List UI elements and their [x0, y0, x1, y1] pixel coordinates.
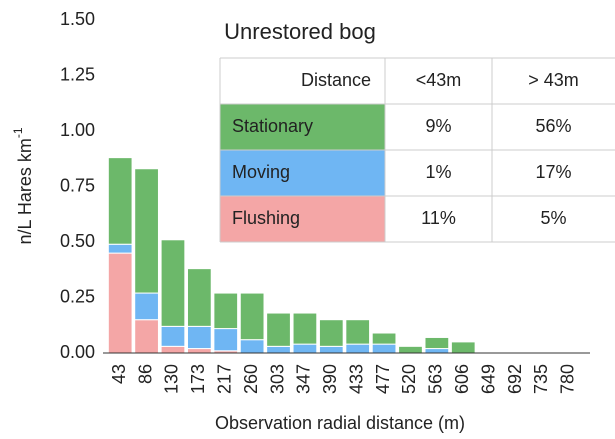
bar-segment [186, 268, 212, 327]
y-tick-label: 0.50 [60, 231, 95, 251]
table-row-label: Stationary [232, 116, 313, 136]
x-tick-label: 649 [478, 364, 498, 394]
y-tick-label: 1.50 [60, 9, 95, 29]
x-axis-title: Observation radial distance (m) [215, 413, 465, 433]
x-tick-label: 606 [452, 364, 472, 394]
x-tick-label: 43 [109, 364, 129, 384]
table-cell: 1% [425, 162, 451, 182]
bar-segment [186, 348, 212, 354]
table-row-swatch [220, 104, 385, 150]
bar-segment [450, 341, 476, 354]
x-tick-label: 692 [505, 364, 525, 394]
y-axis-title: n/L Hares km-1 [11, 127, 35, 244]
table-cell: 5% [540, 208, 566, 228]
bar-segment [134, 319, 159, 354]
bar-segment [266, 345, 291, 354]
bar-segment [292, 343, 318, 354]
bar-segment [160, 325, 186, 347]
x-tick-label: 86 [135, 364, 155, 384]
x-tick-label: 303 [267, 364, 287, 394]
bar-segment [160, 239, 186, 327]
bar-segment [239, 339, 265, 354]
table-row-label: Moving [232, 162, 290, 182]
bar-segment [318, 345, 344, 354]
x-tick-label: 780 [558, 364, 578, 394]
bar-segment [107, 243, 133, 254]
y-tick-label: 0.75 [60, 175, 95, 195]
table-row-swatch [220, 150, 385, 196]
bar-segment [134, 168, 159, 294]
bar-segment [239, 292, 265, 341]
x-tick-label: 735 [531, 364, 551, 394]
x-tick-label: 130 [162, 364, 182, 394]
chart-title: Unrestored bog [224, 19, 376, 44]
y-tick-label: 1.00 [60, 120, 95, 140]
bar-segment [213, 292, 239, 330]
bar-segment [160, 345, 186, 354]
y-axis-title-main: n/L Hares km [15, 138, 35, 244]
bar-segment [266, 312, 291, 347]
x-tick-label: 477 [373, 364, 393, 394]
table-header: Distance [301, 70, 371, 90]
x-tick-label: 390 [320, 364, 340, 394]
table-cell: 17% [535, 162, 571, 182]
x-tick-label: 260 [241, 364, 261, 394]
bar-segment [345, 319, 371, 345]
bar-segment [134, 292, 159, 321]
bar-segment [424, 348, 450, 354]
y-tick-label: 0.00 [60, 342, 95, 362]
table-cell: 11% [421, 208, 456, 228]
y-tick-label: 1.25 [60, 64, 95, 84]
x-tick-label: 347 [294, 364, 314, 394]
table-row-swatch [220, 196, 385, 242]
x-tick-label: 433 [346, 364, 366, 394]
bar-segment [318, 319, 344, 347]
table-header: > 43m [528, 70, 579, 90]
bar-segment [398, 345, 423, 354]
x-tick-label: 520 [399, 364, 419, 394]
y-axis-title-sup: -1 [11, 127, 25, 138]
table-cell: 56% [535, 116, 571, 136]
bar-segment [371, 343, 397, 354]
table-header: <43m [416, 70, 462, 90]
bar-segment [186, 325, 212, 350]
bar-segment [424, 336, 450, 350]
bar-segment [371, 332, 397, 345]
x-tick-label: 563 [426, 364, 446, 394]
x-tick-label: 173 [188, 364, 208, 394]
bar-segment [213, 328, 239, 352]
x-tick-label: 217 [215, 364, 235, 394]
bar-segment [292, 312, 318, 345]
y-tick-label: 0.25 [60, 286, 95, 306]
table-cell: 9% [425, 116, 451, 136]
table-row-label: Flushing [232, 208, 300, 228]
bar-segment [345, 343, 371, 354]
bar-segment [107, 252, 133, 354]
bar-segment [107, 157, 133, 245]
